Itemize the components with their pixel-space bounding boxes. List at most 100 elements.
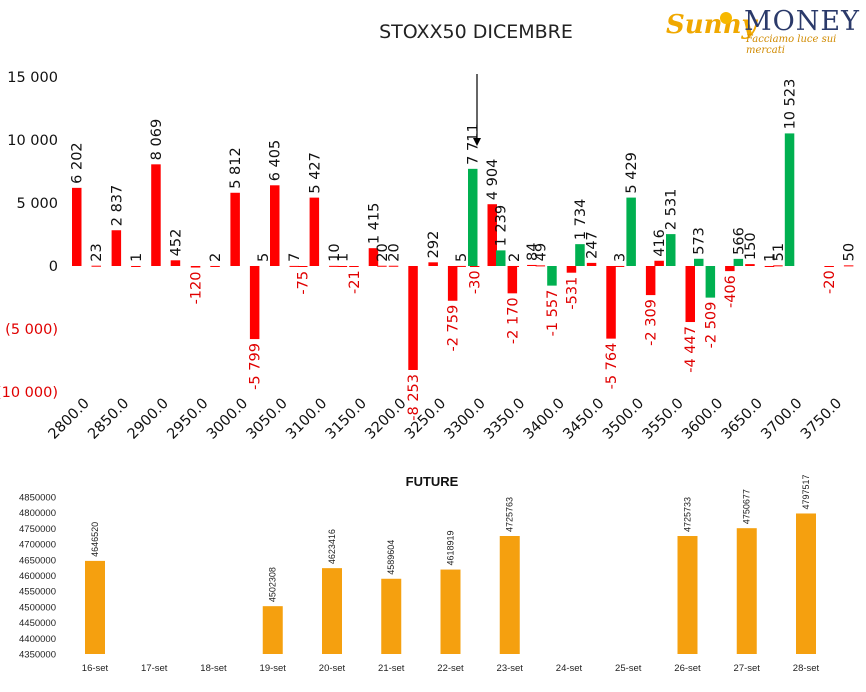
y-tick-label: 10 000 [7,133,58,149]
data-label-3450.0-s2: -5 764 [604,343,620,390]
bar-3400.0-s1 [547,266,557,286]
future-y-tick-label: 4550000 [19,587,56,598]
future-y-tick-label: 4600000 [19,571,56,582]
bar-3200.0-s2 [408,266,418,370]
data-label-3350.0-s3: 49 [533,243,549,261]
data-label-3150.0-s2: 1 415 [366,203,382,245]
data-label-3050.0-s1: 6 405 [268,140,284,182]
future-x-tick-label: 26-set [674,663,701,674]
bar-3250.0-s2 [447,266,458,301]
data-label-3100.0-s3: 1 [335,253,351,262]
bar-3250.0-s3 [456,265,466,267]
data-label-3650.0-s1: 150 [743,232,759,260]
bar-2800.0-s1 [72,187,82,266]
future-x-tick-label: 20-set [319,663,346,674]
bar-3750.0-s1 [824,266,834,267]
data-label-3550.0-s3: 573 [692,227,708,255]
future-bar-27-set [736,528,757,654]
data-label-3300.0-s1: 7 711 [466,123,482,165]
data-label-2950.0-s1: -120 [189,272,205,305]
x-tick-label: 3350.0 [481,396,528,443]
bar-2850.0-s2 [131,265,141,267]
bar-3300.0-s1 [468,168,478,266]
data-label-3300.0-s2: 4 904 [485,159,501,201]
data-label-3500.0-s2: -2 309 [644,299,660,346]
bar-3350.0-s1 [507,266,518,294]
data-label-2800.0-s2: 23 [89,243,105,261]
bar-3500.0-s2 [645,266,656,296]
sun-icon [720,12,732,24]
bar-3450.0-s1 [586,262,597,266]
bar-3050.0-s2 [289,265,299,267]
future-x-tick-label: 21-set [378,663,405,674]
bar-2850.0-s1 [111,230,122,266]
data-label-2850.0-s1: 2 837 [109,185,125,227]
data-label-3650.0-s2: 1 [762,253,778,262]
data-label-3000.0-s2: -5 799 [248,343,264,390]
future-x-tick-label: 22-set [437,663,464,674]
x-tick-label: 3150.0 [323,396,370,443]
data-label-3250.0-s1: 292 [426,231,442,259]
future-bar-20-set [322,568,342,654]
data-label-3350.0-s1: -2 170 [505,297,521,344]
data-label-3500.0-s3: 416 [652,229,668,257]
data-label-2850.0-s2: 1 [129,253,145,262]
data-label-3050.0-s2: 7 [287,253,303,262]
data-label-3600.0-s1: -2 509 [703,302,719,349]
bar-3500.0-s3 [654,260,664,266]
data-label-3550.0-s2: -4 447 [683,326,699,373]
future-bar-26-set [677,536,698,654]
bar-3550.0-s3 [694,258,704,266]
x-tick-label: 3200.0 [362,396,409,443]
future-x-tick-label: 24-set [556,663,583,674]
future-data-label: 4623416 [327,529,337,564]
bar-3200.0-s1 [388,265,399,267]
bar-3400.0-s3 [575,244,585,266]
future-data-label: 4750677 [742,489,752,524]
future-x-tick-label: 17-set [141,663,168,674]
logo-tagline: Facciamo luce sui mercati [746,34,837,56]
bar-3000.0-s2 [249,266,260,340]
data-label-2800.0-s1: 6 202 [70,142,86,184]
future-x-tick-label: 19-set [260,663,287,674]
future-y-tick-label: 4850000 [19,493,56,504]
x-tick-label: 3050.0 [244,396,291,443]
bar-3550.0-s2 [685,266,695,323]
future-bar-23-set [499,536,520,654]
future-data-label: 4502308 [268,567,278,602]
bar-3600.0-s2 [725,266,735,272]
chart-title: STOXX50 DICEMBRE [379,21,573,43]
bar-3450.0-s2 [606,266,616,339]
data-label-3100.0-s1: 5 427 [307,152,323,194]
bar-3750.0-s2 [843,265,854,267]
x-tick-label: 3650.0 [719,396,766,443]
future-y-tick-label: 4450000 [19,618,56,629]
bar-3650.0-s3 [773,265,783,267]
future-y-tick-label: 4800000 [19,508,56,519]
x-tick-label: 3300.0 [442,396,489,443]
y-tick-label: (5 000) [5,322,58,338]
bar-3600.0-s1 [705,266,716,298]
y-tick-label: 5 000 [16,196,58,212]
future-x-tick-label: 25-set [615,663,642,674]
data-label-3000.0-s1: 5 812 [228,147,244,189]
data-label-3450.0-s1: 247 [585,231,601,259]
future-x-tick-label: 23-set [497,663,524,674]
bar-3600.0-s3 [733,258,744,266]
future-x-tick-label: 16-set [82,663,109,674]
future-y-tick-label: 4400000 [19,634,56,645]
bar-3650.0-s2 [764,265,775,267]
x-tick-label: 3450.0 [560,396,607,443]
future-y-tick-label: 4350000 [19,650,56,661]
future-bar-16-set [85,560,105,654]
bar-2950.0-s2 [210,265,220,267]
data-label-3250.0-s2: -2 759 [446,305,462,352]
data-label-3000.0-s3: 5 [256,253,272,262]
x-tick-label: 3000.0 [204,396,251,443]
data-label-3750.0-s2: 50 [842,243,858,261]
y-tick-label: 15 000 [7,70,58,86]
bar-3000.0-s1 [230,192,240,266]
bar-3650.0-s1 [745,264,755,266]
data-label-3650.0-s3: 51 [771,243,787,261]
future-title: FUTURE [406,474,459,489]
